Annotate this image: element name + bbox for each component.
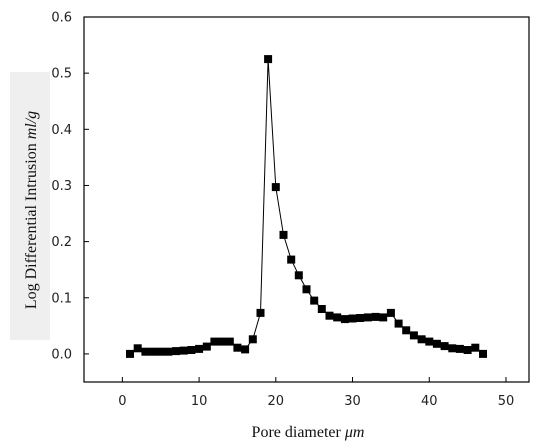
x-tick-label: 10 [191,394,208,409]
data-point [271,183,280,192]
data-point [348,314,357,323]
y-tick-label: 0.2 [51,235,72,250]
data-point [310,296,319,305]
y-axis-title-unit: ml/g [23,111,40,139]
data-point [164,347,173,356]
data-point [133,344,142,353]
y-tick-label: 0.3 [51,179,72,194]
data-point [241,345,250,354]
data-point [294,271,303,280]
data-point [409,331,418,340]
chart-marks: 0 10 20 30 40 50 0.0 0.1 0.2 0.3 0.4 0.5 0.6 [51,11,514,410]
y-tick-label: 0.5 [51,67,72,82]
data-point [417,335,426,344]
series-line [129,59,484,355]
data-point [440,342,449,351]
data-point [479,349,487,358]
data-point [379,313,388,322]
data-point [325,311,334,320]
y-tick-label: 0.1 [51,291,72,306]
data-point [233,343,242,352]
data-point [455,344,464,353]
y-tick-label: 0.6 [51,11,72,26]
x-axis-title-text: Pore diameter [252,424,345,441]
data-point [425,337,434,346]
data-point [302,285,311,294]
data-point [195,344,204,353]
data-point [333,313,342,322]
x-tick-label: 40 [421,394,438,409]
data-point [371,312,380,321]
data-point [317,305,326,313]
data-point [149,347,158,356]
data-point [340,315,349,324]
x-axis-title: Pore diameter μm [252,424,365,441]
data-point [432,339,441,348]
data-point [471,343,480,352]
y-axis-title-text: Log Differential Intrusion [23,139,40,309]
data-point [463,346,472,354]
data-point [210,337,219,346]
data-point [264,55,273,64]
data-point [225,337,234,346]
data-point [386,308,395,317]
data-point [218,337,227,346]
data-point [179,346,188,355]
data-point [202,342,211,351]
data-point [402,326,411,335]
data-point [187,346,196,354]
x-tick-label: 20 [268,394,285,409]
data-point [287,255,296,264]
plot-frame [83,16,530,383]
x-tick-label: 50 [498,394,515,409]
ylabel-background [10,72,50,340]
y-tick-label: 0.0 [51,347,72,362]
y-axis-title: Log Differential Intrusion ml/g [23,111,40,309]
data-point [363,313,372,322]
data-point [156,347,165,356]
data-point [172,347,181,356]
data-point [356,314,365,322]
x-axis-title-unit: μm [344,424,365,441]
data-point [279,230,288,239]
x-tick-label: 30 [344,394,361,409]
data-point [141,347,150,356]
data-point [394,319,403,328]
x-tick-label: 0 [118,394,126,409]
data-point [448,344,457,353]
data-point [126,349,134,358]
y-tick-label: 0.4 [51,123,72,138]
data-point [248,335,257,344]
data-point [256,308,265,317]
